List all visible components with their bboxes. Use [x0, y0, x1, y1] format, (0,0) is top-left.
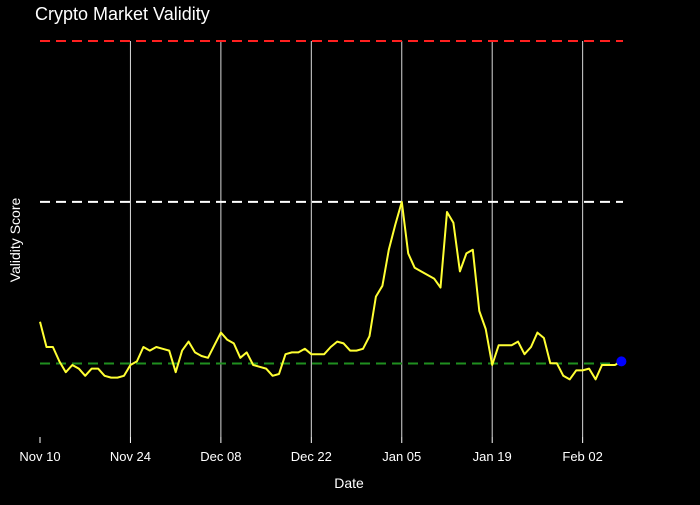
series-layer: [39, 200, 627, 381]
reference-lines: [40, 40, 623, 365]
x-tick-label: Nov 24: [110, 449, 151, 464]
x-tick-label: Feb 02: [562, 449, 602, 464]
highlight-point: [616, 356, 627, 367]
x-axis: Nov 10 Nov 24 Dec 08 Dec 22 Jan 05 Jan 19 Feb …: [19, 437, 603, 464]
x-tick-label: Nov 10: [19, 449, 60, 464]
x-axis-label: Date: [334, 475, 364, 491]
x-tick-label: Jan 19: [473, 449, 512, 464]
gridlines: [129, 41, 584, 437]
series-line: [39, 200, 622, 381]
x-tick-label: Dec 08: [200, 449, 241, 464]
y-axis-label: Validity Score: [7, 198, 23, 283]
chart-title: Crypto Market Validity: [35, 4, 210, 24]
x-tick-label: Jan 05: [382, 449, 421, 464]
x-tick-label: Dec 22: [291, 449, 332, 464]
